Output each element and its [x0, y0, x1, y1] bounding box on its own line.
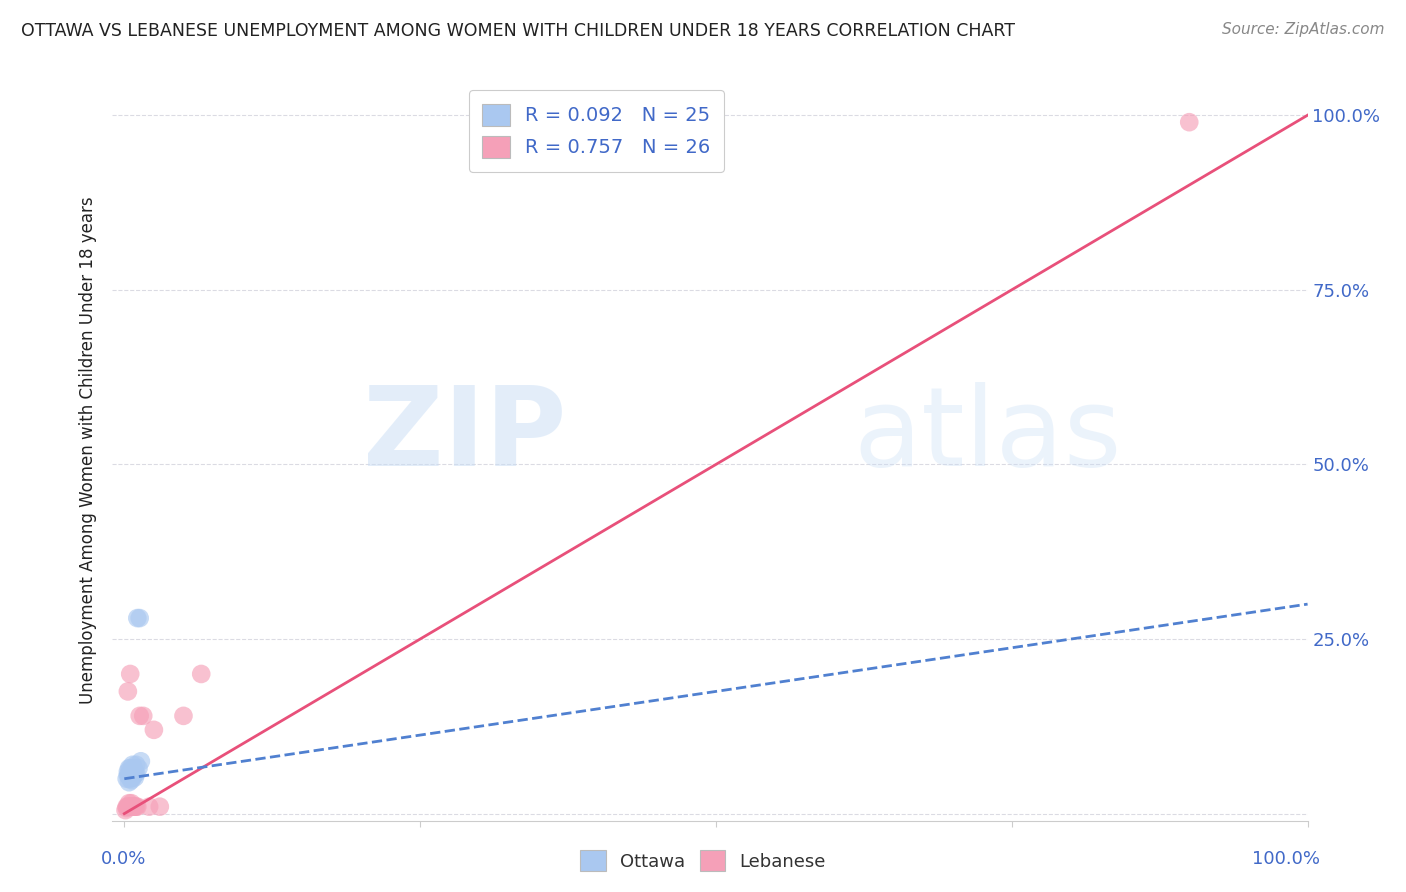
Text: Source: ZipAtlas.com: Source: ZipAtlas.com: [1222, 22, 1385, 37]
Point: [121, 799, 143, 814]
Point: [117, 684, 139, 698]
Point: [125, 799, 148, 814]
Point: [124, 770, 146, 784]
Point: [128, 761, 150, 775]
Point: [120, 766, 142, 780]
Text: OTTAWA VS LEBANESE UNEMPLOYMENT AMONG WOMEN WITH CHILDREN UNDER 18 YEARS CORRELA: OTTAWA VS LEBANESE UNEMPLOYMENT AMONG WO…: [21, 22, 1015, 40]
Text: 100.0%: 100.0%: [1251, 850, 1320, 868]
Text: atlas: atlas: [853, 382, 1122, 489]
Legend: R = 0.092   N = 25, R = 0.757   N = 26: R = 0.092 N = 25, R = 0.757 N = 26: [468, 90, 724, 172]
Point: [117, 764, 139, 779]
Point: [121, 799, 143, 814]
Point: [1178, 115, 1201, 129]
Point: [124, 764, 146, 779]
Point: [122, 799, 145, 814]
Point: [172, 709, 194, 723]
Point: [118, 768, 141, 782]
Point: [120, 799, 142, 814]
Text: 0.0%: 0.0%: [101, 850, 146, 868]
Point: [121, 770, 143, 784]
Point: [190, 667, 212, 681]
Point: [138, 799, 160, 814]
Point: [125, 766, 148, 780]
Point: [127, 799, 149, 814]
Point: [118, 796, 141, 810]
Point: [121, 764, 143, 779]
Point: [120, 799, 142, 814]
Legend: Ottawa, Lebanese: Ottawa, Lebanese: [574, 843, 832, 879]
Point: [127, 611, 149, 625]
Point: [120, 772, 142, 786]
Point: [114, 803, 136, 817]
Point: [122, 761, 145, 775]
Point: [115, 799, 138, 814]
Point: [117, 799, 139, 814]
Point: [120, 768, 142, 782]
Point: [118, 775, 141, 789]
Point: [120, 773, 142, 788]
Point: [117, 768, 139, 782]
Point: [121, 757, 143, 772]
Text: ZIP: ZIP: [363, 382, 567, 489]
Point: [122, 799, 145, 814]
Point: [118, 761, 141, 775]
Point: [122, 768, 145, 782]
Point: [125, 757, 148, 772]
Point: [120, 764, 142, 778]
Point: [118, 799, 141, 814]
Point: [142, 723, 165, 737]
Y-axis label: Unemployment Among Women with Children Under 18 years: Unemployment Among Women with Children U…: [79, 196, 97, 705]
Point: [120, 667, 142, 681]
Point: [128, 709, 150, 723]
Point: [120, 761, 142, 775]
Point: [132, 709, 155, 723]
Point: [115, 772, 138, 786]
Point: [149, 799, 172, 814]
Point: [120, 796, 142, 810]
Point: [124, 799, 146, 814]
Point: [129, 754, 152, 768]
Point: [128, 611, 150, 625]
Point: [115, 801, 138, 815]
